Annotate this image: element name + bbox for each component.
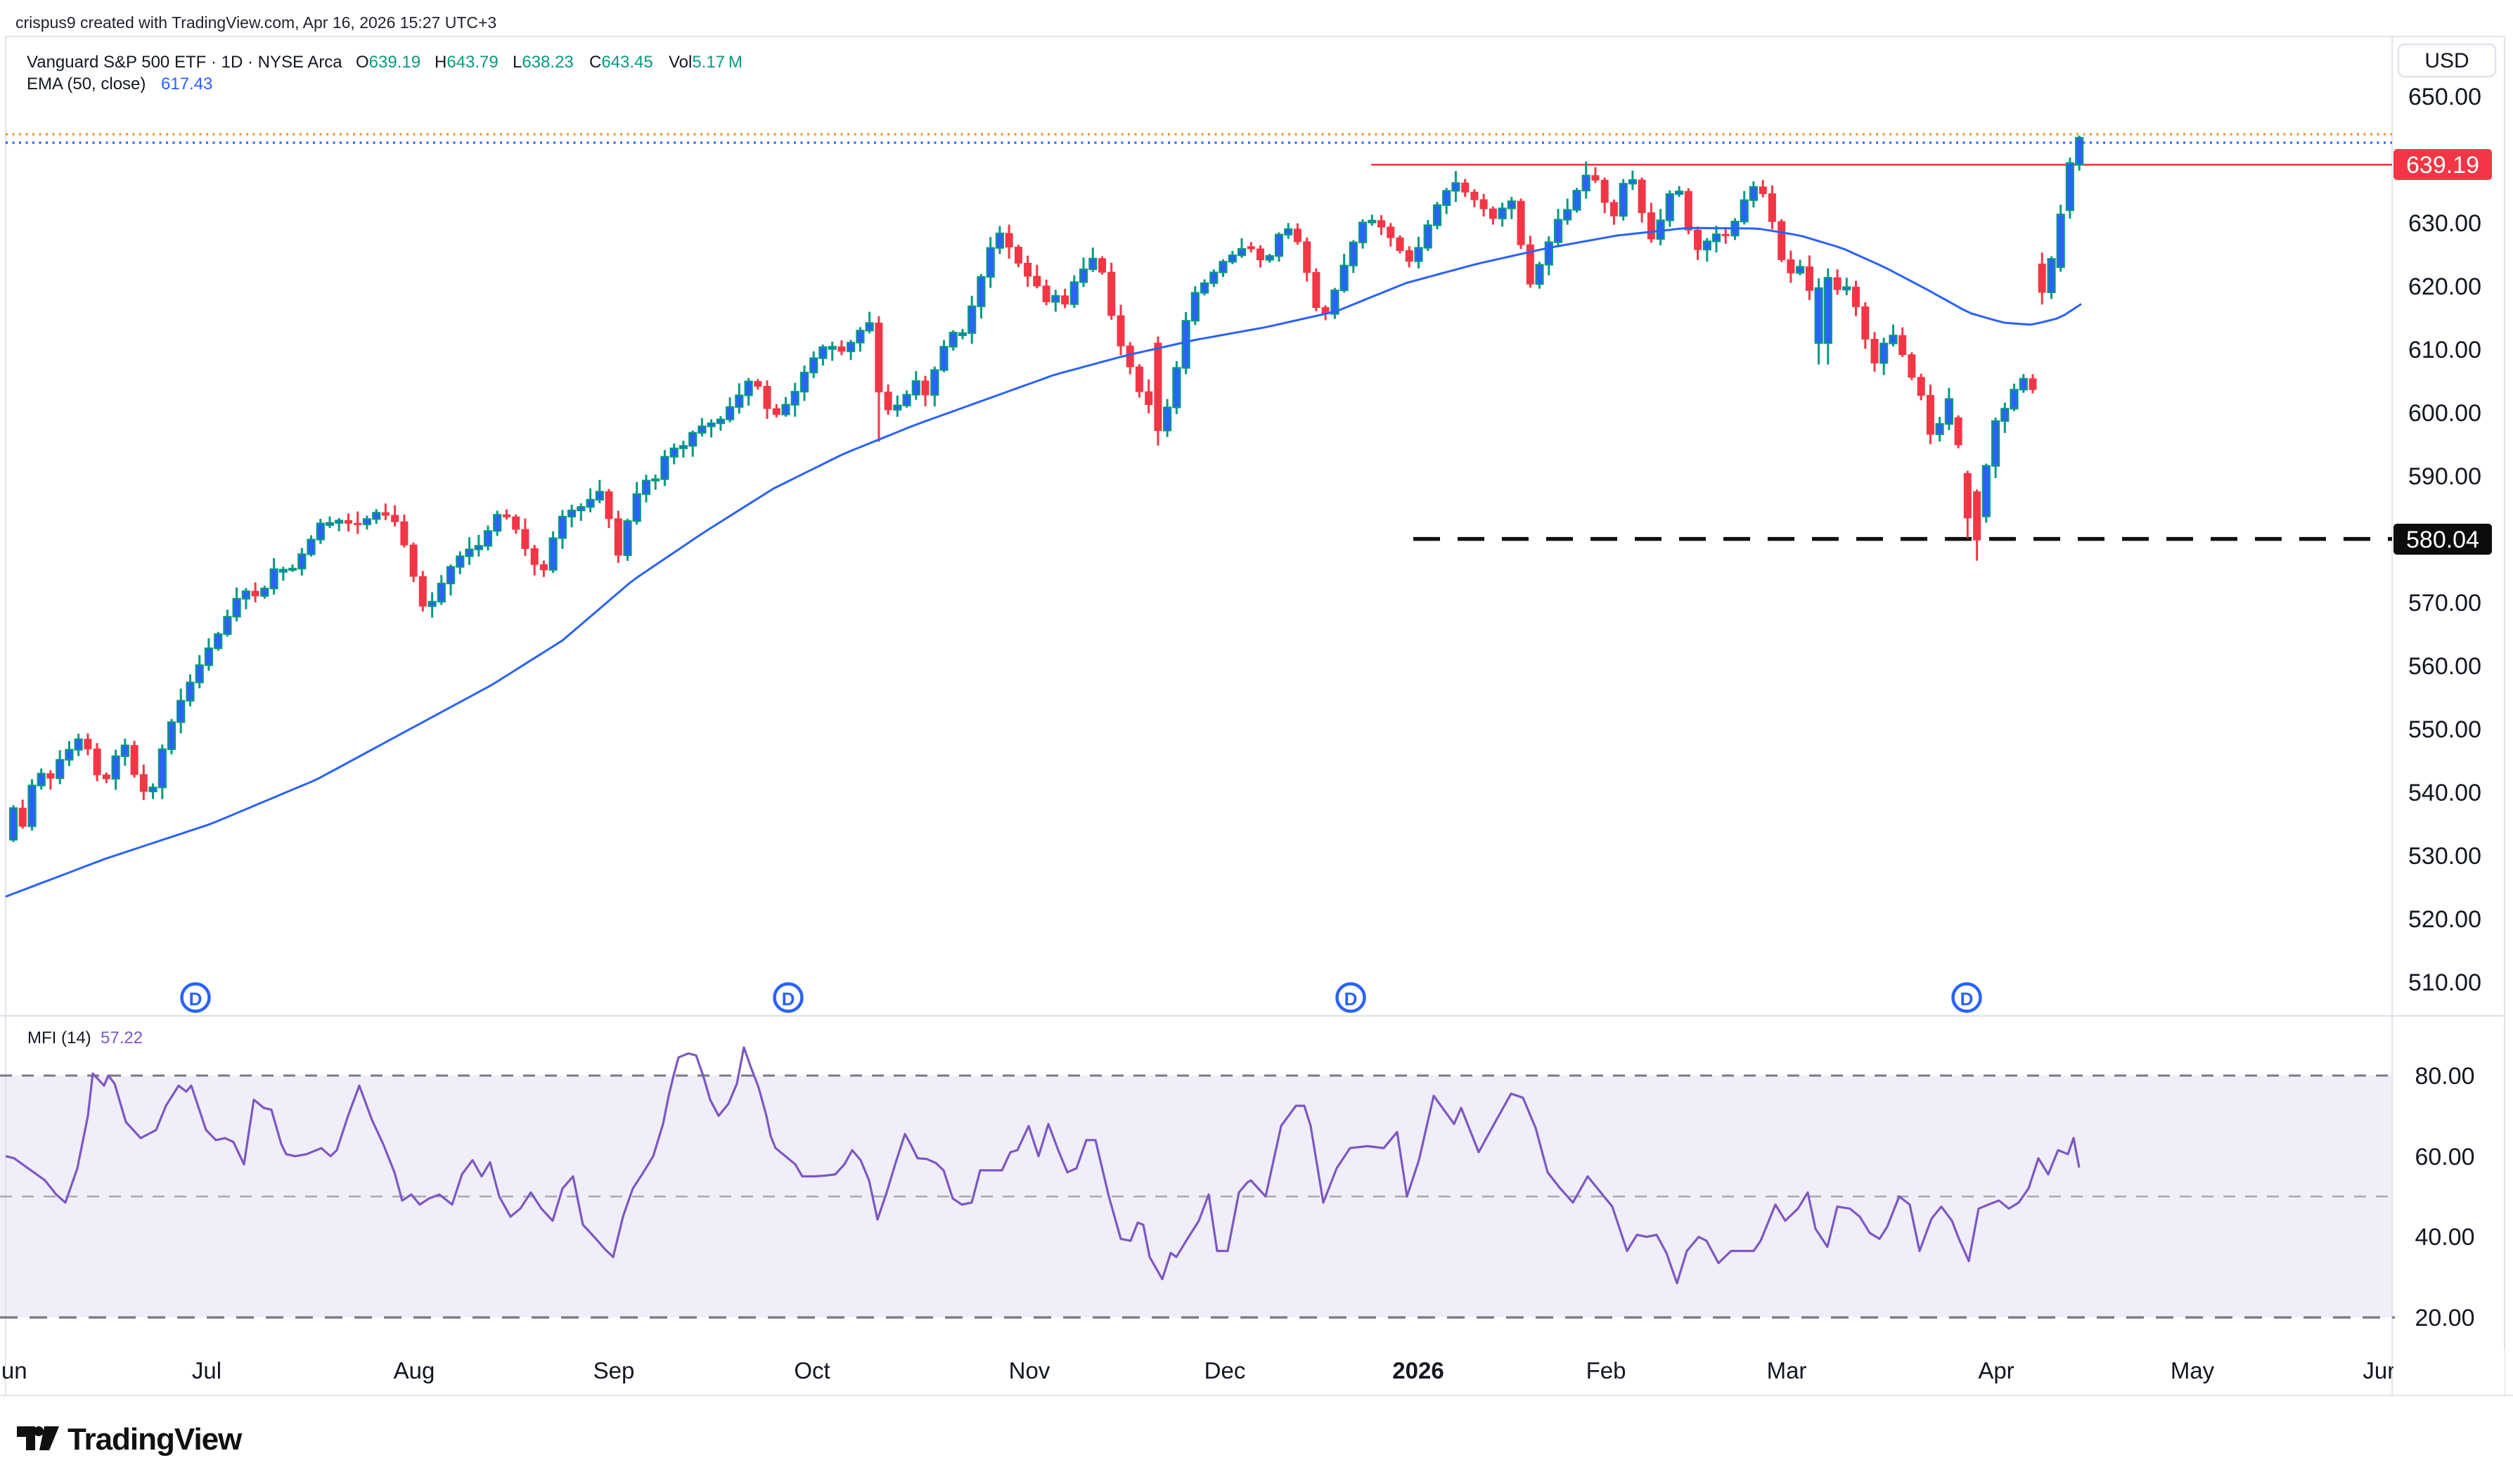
svg-text:40.00: 40.00 [2415, 1224, 2474, 1251]
svg-text:Aug: Aug [394, 1357, 435, 1383]
svg-text:D: D [189, 988, 203, 1009]
svg-text:650.00: 650.00 [2408, 84, 2481, 110]
svg-text:USD: USD [2424, 49, 2469, 72]
svg-text:80.00: 80.00 [2415, 1063, 2474, 1090]
svg-text:Vol5.17 M: Vol5.17 M [669, 53, 743, 72]
svg-text:May: May [2171, 1357, 2215, 1383]
svg-text:639.19: 639.19 [2406, 152, 2479, 179]
svg-text:2026: 2026 [1392, 1357, 1444, 1383]
svg-text:D: D [1344, 988, 1358, 1009]
svg-text:610.00: 610.00 [2408, 337, 2481, 363]
svg-text:O639.19: O639.19 [356, 53, 420, 72]
svg-text:600.00: 600.00 [2408, 400, 2481, 427]
svg-text:Jun: Jun [0, 1357, 27, 1383]
svg-text:580.04: 580.04 [2406, 527, 2479, 553]
svg-text:L638.23: L638.23 [513, 53, 574, 72]
svg-text:550.00: 550.00 [2408, 716, 2481, 743]
svg-text:Mar: Mar [1767, 1357, 1807, 1383]
svg-text:Sep: Sep [593, 1357, 635, 1383]
svg-text:D: D [782, 988, 795, 1009]
svg-text:C643.45: C643.45 [589, 53, 653, 72]
svg-text:20.00: 20.00 [2415, 1305, 2474, 1331]
svg-text:540.00: 540.00 [2408, 780, 2481, 806]
svg-text:EMA (50, close): EMA (50, close) [27, 75, 146, 93]
svg-text:MFI (14): MFI (14) [27, 1028, 91, 1047]
svg-text:630.00: 630.00 [2408, 210, 2481, 237]
svg-text:620.00: 620.00 [2408, 273, 2481, 300]
svg-text:510.00: 510.00 [2408, 969, 2481, 996]
svg-text:crispus9 created with TradingV: crispus9 created with TradingView.com, A… [15, 13, 496, 32]
svg-text:H643.79: H643.79 [435, 53, 499, 72]
svg-text:Dec: Dec [1204, 1357, 1246, 1383]
svg-text:Apr: Apr [1978, 1357, 2014, 1383]
svg-text:590.00: 590.00 [2408, 463, 2481, 490]
svg-text:Nov: Nov [1009, 1357, 1050, 1383]
svg-text:560.00: 560.00 [2408, 653, 2481, 680]
svg-text:Oct: Oct [794, 1357, 830, 1383]
svg-text:520.00: 520.00 [2408, 906, 2481, 933]
svg-text:TradingView: TradingView [68, 1422, 243, 1457]
svg-text:D: D [1960, 988, 1974, 1009]
svg-text:60.00: 60.00 [2415, 1144, 2474, 1170]
svg-text:617.43: 617.43 [161, 75, 212, 93]
svg-text:Jul: Jul [192, 1357, 221, 1383]
svg-text:Vanguard S&P 500 ETF · 1D · NY: Vanguard S&P 500 ETF · 1D · NYSE Arca [27, 53, 342, 72]
svg-text:57.22: 57.22 [101, 1028, 143, 1047]
svg-text:530.00: 530.00 [2408, 843, 2481, 870]
svg-text:Feb: Feb [1586, 1357, 1626, 1383]
svg-text:570.00: 570.00 [2408, 590, 2481, 617]
